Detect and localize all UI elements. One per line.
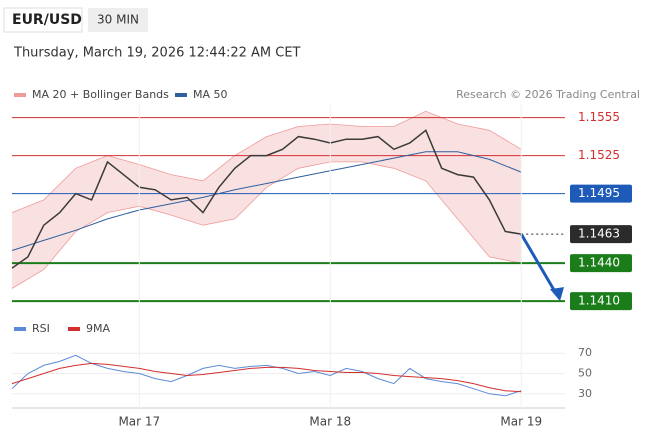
legend-swatch (14, 93, 26, 97)
timestamp: Thursday, March 19, 2026 12:44:22 AM CET (13, 46, 301, 61)
x-tick-label: Mar 17 (118, 415, 160, 429)
ma50-line (11, 151, 522, 251)
x-tick-label: Mar 19 (500, 415, 542, 429)
level-box (570, 254, 632, 273)
level-label: 1.1555 (578, 110, 620, 124)
level-label: 1.1410 (578, 294, 620, 308)
forecast-arrowhead (550, 287, 564, 302)
legend-label: MA 50 (193, 88, 228, 101)
level-label: 1.1525 (578, 148, 620, 162)
level-box (570, 184, 632, 203)
price-line (11, 129, 522, 269)
level-label: 1.1495 (578, 186, 620, 200)
symbol-box (3, 7, 83, 33)
level-box (570, 292, 632, 311)
legend-swatch (14, 327, 26, 331)
y-tick-label: 30 (578, 387, 592, 400)
forecast-arrow (519, 233, 559, 296)
interval-box (88, 8, 148, 32)
legend-label: 9MA (86, 322, 110, 335)
level-box (570, 225, 632, 244)
bollinger-upper (11, 110, 522, 213)
y-tick-label: 50 (578, 367, 592, 380)
x-tick-label: Mar 18 (309, 415, 351, 429)
legend-label: MA 20 + Bollinger Bands (32, 88, 169, 101)
interval: 30 MIN (97, 13, 139, 27)
rsi-line (11, 362, 522, 393)
level-label: 1.1463 (578, 227, 620, 241)
symbol: EUR/USD (12, 12, 82, 28)
level-label: 1.1440 (578, 256, 620, 270)
legend-swatch (68, 327, 80, 331)
rsi-line (11, 354, 522, 397)
legend-swatch (175, 93, 187, 97)
y-tick-label: 70 (578, 346, 592, 359)
credit: Research © 2026 Trading Central (456, 88, 640, 101)
legend-label: RSI (32, 322, 50, 335)
